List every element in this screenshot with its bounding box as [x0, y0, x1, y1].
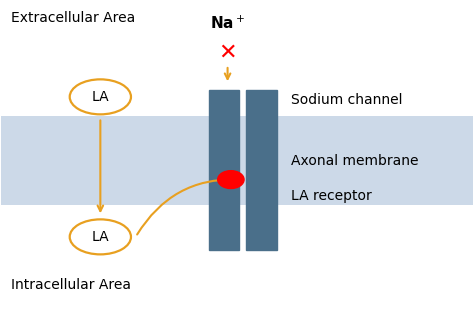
Bar — [1, 116, 473, 205]
Text: Intracellular Area: Intracellular Area — [11, 278, 131, 292]
Text: Axonal membrane: Axonal membrane — [291, 153, 419, 168]
Bar — [209, 91, 239, 250]
Text: LA: LA — [91, 90, 109, 104]
Ellipse shape — [70, 219, 131, 254]
Bar — [246, 91, 277, 250]
Text: Sodium channel: Sodium channel — [291, 93, 403, 107]
Circle shape — [218, 171, 244, 188]
Text: ✕: ✕ — [218, 42, 237, 62]
Text: Na$^+$: Na$^+$ — [210, 15, 245, 32]
Text: LA: LA — [91, 230, 109, 244]
Ellipse shape — [70, 79, 131, 114]
Text: Extracellular Area: Extracellular Area — [11, 11, 135, 25]
Text: LA receptor: LA receptor — [291, 188, 372, 203]
